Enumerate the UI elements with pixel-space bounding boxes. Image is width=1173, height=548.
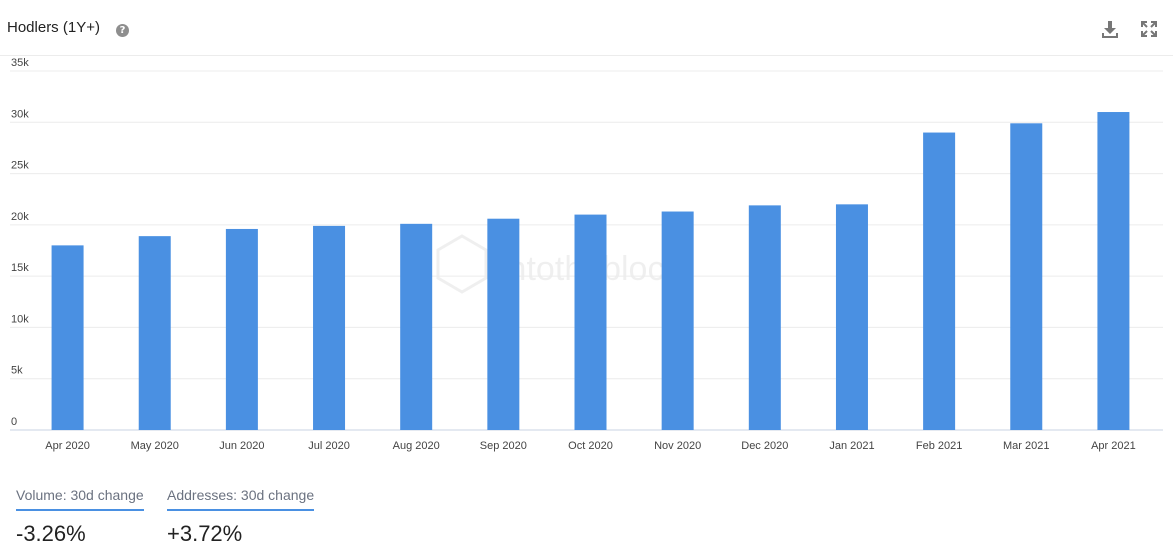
bar	[138, 236, 171, 430]
x-tick-label: Oct 2020	[568, 440, 613, 452]
bar	[748, 205, 781, 430]
bar	[661, 211, 694, 430]
y-tick-label: 10k	[11, 313, 29, 325]
x-tick-label: Aug 2020	[393, 440, 440, 452]
x-tick-label: Jun 2020	[219, 440, 264, 452]
stat-volume-label[interactable]: Volume: 30d change	[16, 487, 144, 511]
bar	[487, 218, 520, 430]
bar	[1097, 112, 1130, 431]
stat-addresses-label[interactable]: Addresses: 30d change	[167, 487, 315, 511]
y-tick-label: 30k	[11, 108, 29, 120]
y-tick-label: 25k	[11, 160, 29, 172]
x-tick-label: Dec 2020	[741, 440, 788, 452]
stat-volume-value: -3.26%	[16, 521, 86, 546]
stat-volume-change[interactable]: Volume: 30d change -3.26%	[16, 487, 144, 547]
bar-chart: intotheblock 0 5k 10k 15k 20k 25k 30k 35k Apr 202…	[10, 57, 1163, 452]
stat-addresses-value: +3.72%	[167, 521, 243, 546]
x-tick-label: Jul 2020	[308, 440, 350, 452]
download-icon[interactable]	[1099, 18, 1121, 40]
bar	[313, 225, 346, 430]
watermark-logo: intotheblock	[436, 234, 682, 294]
y-tick-label: 15k	[11, 262, 29, 274]
expand-icon[interactable]	[1138, 18, 1160, 40]
y-tick-label: 20k	[11, 211, 29, 223]
x-tick-label: Apr 2021	[1091, 440, 1136, 452]
bar	[835, 204, 868, 430]
y-tick-label: 35k	[11, 57, 29, 69]
x-tick-label: May 2020	[131, 440, 179, 452]
help-circle-icon[interactable]: ?	[116, 24, 129, 37]
x-tick-label: Jan 2021	[829, 440, 874, 452]
bar	[51, 245, 84, 430]
watermark-cube-icon	[436, 234, 488, 294]
bar	[400, 223, 433, 430]
stat-addresses-change[interactable]: Addresses: 30d change +3.72%	[167, 487, 315, 547]
chart-area: intotheblock 0 5k 10k 15k 20k 25k 30k 35k Apr 202…	[0, 56, 1173, 466]
bar	[923, 132, 956, 430]
x-tick-label: Mar 2021	[1003, 440, 1049, 452]
bar	[1010, 123, 1043, 430]
bar	[225, 228, 258, 430]
x-tick-label: Apr 2020	[45, 440, 90, 452]
x-tick-label: Feb 2021	[916, 440, 962, 452]
x-tick-label: Sep 2020	[480, 440, 527, 452]
bar	[574, 214, 607, 430]
chart-title: Hodlers (1Y+)	[7, 19, 100, 36]
y-tick-label: 5k	[11, 365, 23, 377]
y-tick-label: 0	[11, 416, 17, 428]
chart-header: Hodlers (1Y+) ?	[0, 0, 1173, 56]
x-tick-label: Nov 2020	[654, 440, 701, 452]
